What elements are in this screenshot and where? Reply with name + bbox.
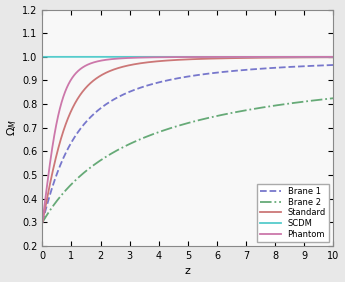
Brane 2 — [331, 96, 335, 100]
Legend: Brane 1, Brane 2, Standard, SCDM, Phantom: Brane 1, Brane 2, Standard, SCDM, Phanto… — [257, 184, 329, 242]
Brane 1 — [323, 64, 327, 67]
Line: Brane 2: Brane 2 — [42, 98, 333, 222]
Brane 2 — [174, 125, 178, 128]
Phantom — [40, 221, 45, 224]
Phantom — [174, 55, 178, 59]
Phantom — [182, 55, 186, 59]
Brane 2 — [182, 122, 186, 126]
Standard — [331, 56, 335, 59]
Brane 2 — [323, 98, 327, 101]
Standard — [323, 56, 327, 59]
Line: Brane 1: Brane 1 — [42, 65, 333, 222]
Brane 1 — [55, 171, 59, 175]
Standard — [174, 58, 178, 62]
Brane 1 — [182, 76, 186, 79]
Standard — [182, 58, 186, 61]
Phantom — [331, 55, 335, 59]
Brane 2 — [269, 104, 274, 108]
SCDM — [331, 55, 335, 59]
Line: Phantom: Phantom — [42, 57, 333, 222]
SCDM — [174, 55, 178, 59]
Phantom — [323, 55, 327, 59]
SCDM — [323, 55, 327, 59]
Line: Standard: Standard — [42, 57, 333, 222]
SCDM — [40, 55, 45, 59]
Brane 1 — [331, 63, 335, 67]
SCDM — [182, 55, 186, 59]
Brane 1 — [40, 221, 45, 224]
Standard — [269, 56, 274, 59]
SCDM — [269, 55, 274, 59]
Y-axis label: $\Omega_M$: $\Omega_M$ — [6, 119, 19, 136]
Phantom — [269, 55, 274, 59]
Brane 1 — [269, 66, 274, 70]
Brane 2 — [55, 199, 59, 202]
SCDM — [323, 55, 327, 59]
Brane 1 — [174, 77, 178, 80]
Phantom — [55, 118, 59, 122]
SCDM — [55, 55, 59, 59]
Standard — [323, 56, 327, 59]
X-axis label: z: z — [185, 266, 191, 276]
Phantom — [323, 55, 327, 59]
Standard — [55, 151, 59, 154]
Standard — [40, 221, 45, 224]
Brane 2 — [40, 221, 45, 224]
Brane 2 — [323, 98, 327, 101]
Brane 1 — [323, 64, 327, 67]
